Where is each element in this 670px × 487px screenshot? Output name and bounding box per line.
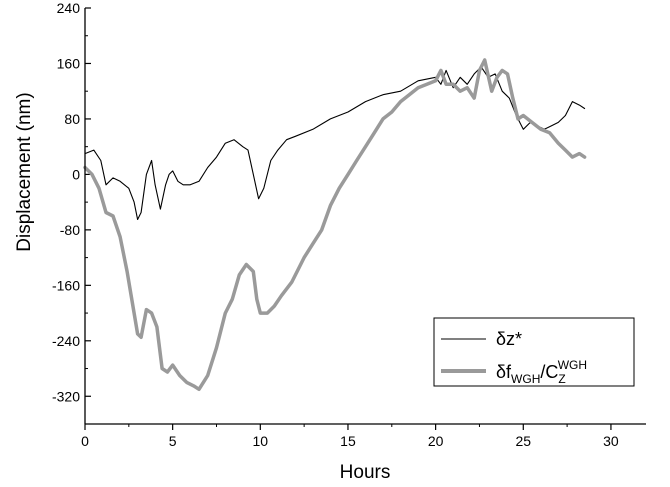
y-tick-label: 240 (57, 0, 81, 16)
legend-entry-series-1: δz* (496, 329, 522, 349)
series-line-1 (84, 66, 586, 221)
legend-entry-2-slash: /C (540, 362, 558, 382)
x-axis-ticks: 0 5 10 15 20 25 30 (81, 424, 619, 449)
y-tick-label: -320 (52, 388, 80, 404)
y-axis-ticks: -320 -240 -160 -80 0 80 160 240 (52, 0, 91, 425)
y-tick-label: 80 (64, 111, 80, 127)
legend-entry-1-text: δz* (496, 329, 522, 349)
y-tick-label: -160 (52, 277, 80, 293)
legend-box (433, 317, 635, 387)
x-tick-label: 5 (169, 433, 177, 449)
x-tick-label: 0 (81, 433, 89, 449)
legend-entry-2-base: δf (496, 362, 512, 382)
x-axis-label: Hours (340, 462, 391, 483)
y-tick-label: -80 (60, 222, 80, 238)
legend-entry-2-sub1: WGH (511, 372, 540, 386)
legend-entry-2-sub2: Z (558, 372, 565, 386)
x-tick-label: 30 (603, 433, 619, 449)
legend-entry-2-sup2: WGH (558, 358, 587, 372)
legend: δz* δfWGH/CZWGH (433, 317, 635, 387)
series-line-2 (83, 58, 587, 392)
legend-entry-series-2: δfWGH/CZWGH (496, 358, 587, 386)
x-tick-label: 20 (428, 433, 444, 449)
series-layer (83, 58, 587, 392)
y-tick-label: 0 (72, 166, 80, 182)
x-tick-label: 25 (515, 433, 531, 449)
y-tick-label: 160 (57, 55, 81, 71)
y-tick-label: -240 (52, 333, 80, 349)
y-axis-label: Displacement (nm) (14, 92, 35, 251)
x-tick-label: 15 (340, 433, 356, 449)
x-tick-label: 10 (253, 433, 269, 449)
